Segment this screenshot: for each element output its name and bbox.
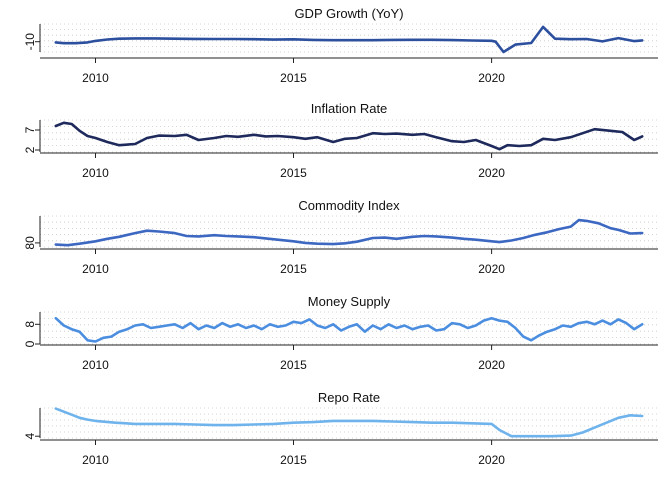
x-tick-label: 2010 — [82, 71, 109, 85]
y-tick-label: 8 — [23, 321, 37, 328]
panel-title: Money Supply — [308, 294, 391, 309]
x-tick-label: 2020 — [478, 166, 505, 180]
y-tick-label: 4 — [23, 433, 37, 440]
series-line — [54, 121, 644, 151]
x-tick-label: 2020 — [478, 262, 505, 276]
x-tick-label: 2020 — [478, 358, 505, 372]
x-tick-label: 2015 — [280, 166, 307, 180]
x-tick-label: 2015 — [280, 71, 307, 85]
y-tick-label: -10 — [23, 33, 37, 51]
x-tick-label: 2015 — [280, 262, 307, 276]
panel-1: GDP Growth (YoY) 2010 2015 2020 -10 — [23, 6, 658, 85]
y-tick-label: 80 — [23, 236, 37, 250]
panel-title: Repo Rate — [318, 390, 380, 405]
series-line — [54, 407, 644, 438]
x-tick-label: 2015 — [280, 358, 307, 372]
panel-3: Commodity Index 2010 2015 2020 80 — [23, 198, 658, 276]
y-tick-label: 0 — [23, 340, 37, 347]
panel-title: Inflation Rate — [311, 101, 388, 116]
panel-title: GDP Growth (YoY) — [294, 6, 403, 21]
x-tick-label: 2020 — [478, 71, 505, 85]
panel-2: Inflation Rate 2010 2015 2020 2 7 — [23, 101, 658, 180]
series-line — [54, 218, 644, 247]
panel-4: Money Supply 2010 2015 2020 0 8 — [23, 294, 658, 372]
panel-title: Commodity Index — [298, 198, 400, 213]
x-tick-label: 2020 — [478, 453, 505, 467]
series-line — [54, 316, 644, 343]
panel-5: Repo Rate 2010 2015 2020 4 — [23, 390, 658, 467]
x-tick-label: 2010 — [82, 166, 109, 180]
y-tick-label: 2 — [23, 146, 37, 153]
x-tick-label: 2010 — [82, 358, 109, 372]
x-tick-label: 2010 — [82, 262, 109, 276]
series-line — [54, 25, 644, 54]
x-tick-label: 2015 — [280, 453, 307, 467]
x-tick-label: 2010 — [82, 453, 109, 467]
y-tick-label: 7 — [23, 126, 37, 133]
